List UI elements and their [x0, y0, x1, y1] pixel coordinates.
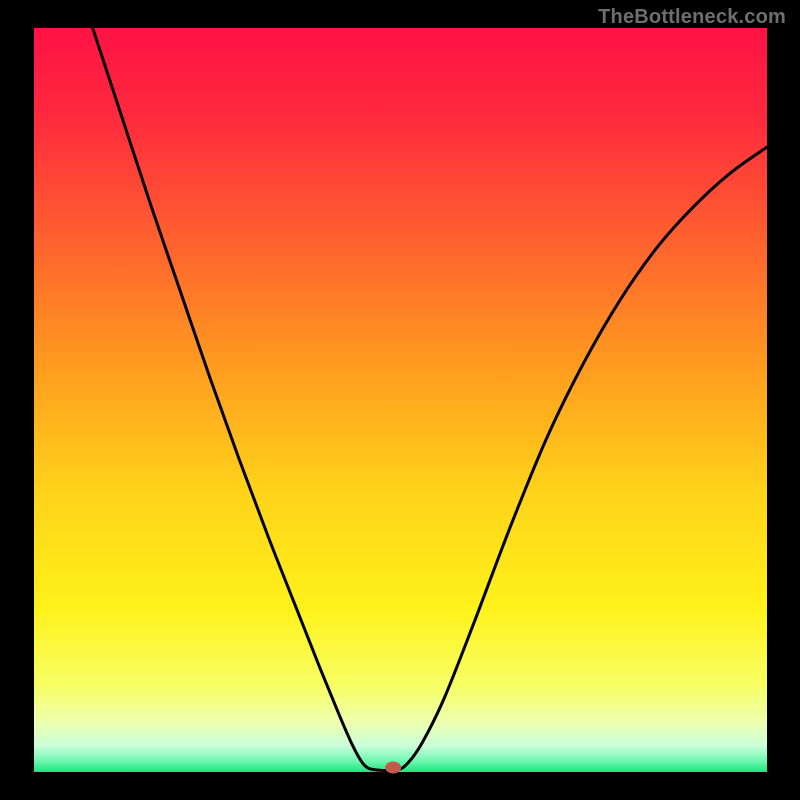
optimum-marker [385, 762, 401, 774]
watermark-text: TheBottleneck.com [598, 6, 786, 29]
chart-frame: TheBottleneck.com [0, 0, 800, 800]
bottleneck-chart [0, 0, 800, 800]
plot-background [34, 28, 767, 772]
